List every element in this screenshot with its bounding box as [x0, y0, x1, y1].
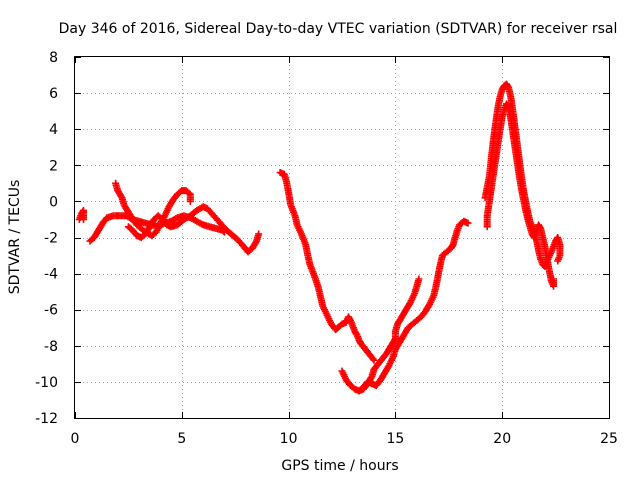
y-tick-label: 8: [49, 50, 58, 66]
x-tick-label: 15: [386, 431, 404, 447]
data-point: [370, 356, 378, 364]
series-arc-f: [338, 275, 423, 395]
data-point: [255, 230, 263, 238]
series-arc-i: [481, 80, 564, 270]
series-arc-d: [124, 203, 263, 256]
x-axis-tick-labels: 0 5 10 15 20 25: [71, 431, 618, 447]
y-tick-label: -8: [44, 339, 58, 355]
y-tick-label: 6: [49, 86, 58, 102]
y-tick-label: 0: [49, 194, 58, 210]
data-point: [550, 275, 557, 283]
axis-ticks: [75, 57, 610, 419]
y-tick-label: -6: [44, 303, 58, 319]
data-point: [391, 336, 398, 344]
series-arc-e: [276, 169, 378, 364]
data-point: [252, 239, 260, 247]
chart-title: Day 346 of 2016, Sidereal Day-to-day VTE…: [59, 21, 618, 37]
data-point: [415, 275, 423, 283]
series-arc-a: [75, 206, 87, 223]
x-tick-label: 10: [280, 431, 298, 447]
y-tick-label: -12: [35, 411, 58, 427]
y-tick-label: 2: [49, 158, 58, 174]
x-axis-label: GPS time / hours: [281, 458, 398, 474]
y-axis-label: SDTVAR / TECUs: [7, 180, 23, 295]
data-point: [186, 197, 194, 205]
data-point: [80, 215, 87, 223]
data-point: [369, 355, 377, 363]
y-tick-label: -2: [44, 231, 58, 247]
data-point: [117, 192, 125, 200]
x-tick-label: 25: [600, 431, 618, 447]
x-tick-label: 5: [177, 431, 186, 447]
y-tick-label: -4: [44, 267, 58, 283]
y-tick-label: 4: [49, 122, 58, 138]
x-tick-label: 0: [71, 431, 80, 447]
data-point: [554, 257, 562, 265]
y-tick-label: -10: [35, 375, 58, 391]
data-points: [75, 80, 564, 395]
grid: [75, 57, 609, 418]
plot-frame: [74, 56, 610, 419]
x-tick-label: 20: [493, 431, 511, 447]
series-arc-g: [355, 217, 472, 395]
data-point: [464, 219, 472, 227]
series-arc-c: [112, 179, 194, 240]
y-axis-tick-labels: -12 -10 -8 -6 -4 -2 0 2 4 6 8: [35, 50, 58, 427]
